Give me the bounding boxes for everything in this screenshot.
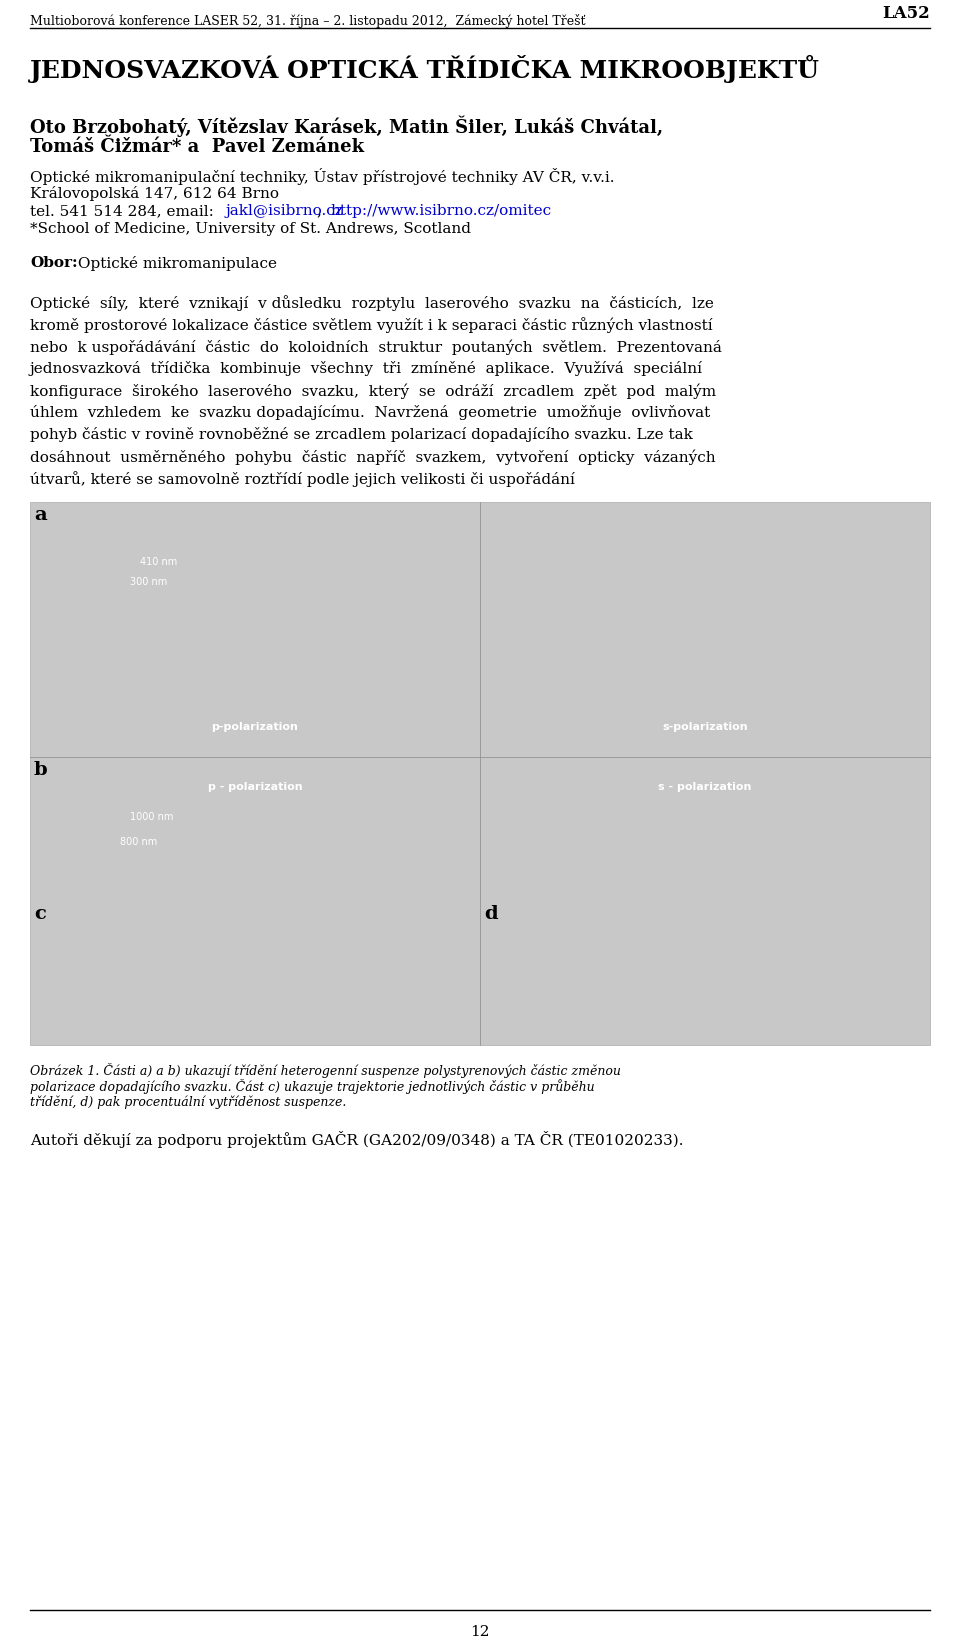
Text: Autoři děkují za podporu projektům GAČR (GA202/09/0348) a TA ČR (TE01020233).: Autoři děkují za podporu projektům GAČR … (30, 1131, 684, 1148)
Text: LA52: LA52 (882, 5, 930, 21)
Text: Oto Brzobohatý, Vítězslav Karásek, Matin Šiler, Lukáš Chvátal,: Oto Brzobohatý, Vítězslav Karásek, Matin… (30, 115, 663, 136)
Text: p-polarization: p-polarization (211, 722, 299, 732)
Text: třídění, d) pak procentuální vytříděnost suspenze.: třídění, d) pak procentuální vytříděnost… (30, 1095, 347, 1108)
Text: a: a (34, 506, 47, 524)
Text: 1000 nm: 1000 nm (130, 813, 174, 823)
Text: jakl@isibrno.cz: jakl@isibrno.cz (226, 204, 344, 218)
Text: konfigurace  širokého  laserového  svazku,  který  se  odráží  zrcadlem  zpět  p: konfigurace širokého laserového svazku, … (30, 383, 716, 399)
Text: s - polarization: s - polarization (659, 782, 752, 791)
Text: Obor:: Obor: (30, 256, 78, 269)
Text: kromě prostorové lokalizace částice světlem využít i k separaci částic různých v: kromě prostorové lokalizace částice svět… (30, 317, 712, 333)
Text: d: d (484, 905, 497, 923)
Text: jednosvazková  třídička  kombinuje  všechny  tři  zmíněné  aplikace.  Využívá  s: jednosvazková třídička kombinuje všechny… (30, 361, 703, 376)
Text: 12: 12 (470, 1626, 490, 1639)
Text: Tomáš Čižmár* a  Pavel Zemánek: Tomáš Čižmár* a Pavel Zemánek (30, 138, 364, 156)
Text: pohyb částic v rovině rovnoběžné se zrcadlem polarizací dopadajícího svazku. Lze: pohyb částic v rovině rovnoběžné se zrca… (30, 427, 693, 442)
Text: Optické  síly,  které  vznikají  v důsledku  rozptylu  laserového  svazku  na  č: Optické síly, které vznikají v důsledku … (30, 296, 714, 310)
Text: c: c (34, 905, 46, 923)
Text: Obrázek 1. Části a) a b) ukazují třídění heterogenní suspenze polystyrenových čá: Obrázek 1. Části a) a b) ukazují třídění… (30, 1062, 621, 1079)
Text: Královopolská 147, 612 64 Brno: Královopolská 147, 612 64 Brno (30, 186, 279, 200)
Text: Optické mikromanipulace: Optické mikromanipulace (73, 256, 277, 271)
Text: nebo  k uspořádávání  částic  do  koloidních  struktur  poutaných  světlem.  Pre: nebo k uspořádávání částic do koloidních… (30, 338, 722, 355)
Text: úhlem  vzhledem  ke  svazku dopadajícímu.  Navržená  geometrie  umožňuje  ovlivň: úhlem vzhledem ke svazku dopadajícímu. N… (30, 406, 710, 420)
Text: 410 nm: 410 nm (140, 557, 178, 566)
Text: tel. 541 514 284, email:: tel. 541 514 284, email: (30, 204, 219, 218)
Text: Multioborová konference LASER 52, 31. října – 2. listopadu 2012,  Zámecký hotel : Multioborová konference LASER 52, 31. ří… (30, 15, 586, 28)
Text: 300 nm: 300 nm (130, 576, 167, 586)
Text: *School of Medicine, University of St. Andrews, Scotland: *School of Medicine, University of St. A… (30, 222, 471, 236)
Text: Optické mikromanipulační techniky, Ústav přístrojové techniky AV ČR, v.v.i.: Optické mikromanipulační techniky, Ústav… (30, 167, 614, 186)
Text: polarizace dopadajícího svazku. Část c) ukazuje trajektorie jednotlivých částic : polarizace dopadajícího svazku. Část c) … (30, 1079, 594, 1094)
Text: dosáhnout  usměrněného  pohybu  částic  napříč  svazkem,  vytvoření  opticky  vá: dosáhnout usměrněného pohybu částic např… (30, 448, 715, 465)
Text: 800 nm: 800 nm (120, 837, 157, 847)
Text: JEDNOSVAZKOVÁ OPTICKÁ TŘÍDIČKA MIKROOBJEKTŮ: JEDNOSVAZKOVÁ OPTICKÁ TŘÍDIČKA MIKROOBJE… (30, 54, 820, 84)
Text: s-polarization: s-polarization (662, 722, 748, 732)
Text: http://www.isibrno.cz/omitec: http://www.isibrno.cz/omitec (330, 204, 551, 218)
Bar (30, 502, 930, 1044)
Text: ,: , (317, 204, 326, 218)
Text: p - polarization: p - polarization (207, 782, 302, 791)
Text: b: b (34, 760, 48, 778)
Text: útvarů, které se samovolně roztřídí podle jejich velikosti či uspořádání: útvarů, které se samovolně roztřídí podl… (30, 471, 575, 488)
